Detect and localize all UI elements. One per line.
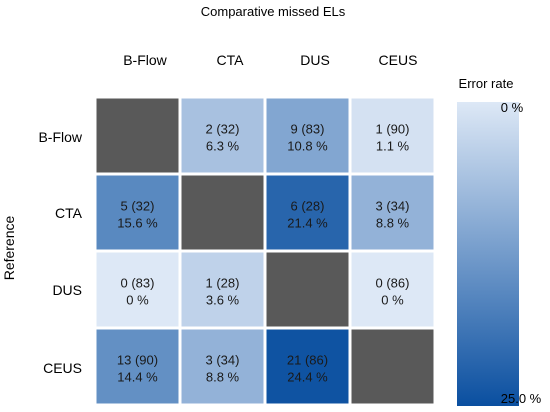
cell-count-label: 1 (90)	[376, 122, 410, 137]
cell-percent-label: 8.8 %	[376, 216, 410, 231]
heatmap-cell-diagonal	[93, 95, 182, 176]
column-label-dus: DUS	[300, 52, 330, 68]
heatmap-cells: 2 (32) 6.3 % 9 (83) 10.8 % 1 (90) 1.1 % 5 (32)…	[93, 95, 437, 407]
cell-percent-label: 14.4 %	[117, 370, 158, 385]
column-label-cta: CTA	[217, 52, 245, 68]
cell-count-label: 3 (34)	[206, 353, 240, 368]
cell-percent-label: 15.6 %	[117, 216, 158, 231]
cell-percent-label: 8.8 %	[206, 370, 240, 385]
cell-count-label: 13 (90)	[117, 353, 158, 368]
cell-percent-label: 0 %	[381, 293, 404, 308]
cell-percent-label: 3.6 %	[206, 293, 240, 308]
cell-count-label: 0 (83)	[121, 276, 155, 291]
cell-percent-label: 6.3 %	[206, 139, 240, 154]
heatmap-cell-diagonal	[263, 249, 352, 330]
cell-count-label: 21 (86)	[287, 353, 328, 368]
cell-percent-label: 0 %	[126, 293, 149, 308]
heatmap-cell	[178, 249, 267, 330]
legend-title: Error rate	[459, 76, 514, 91]
row-label-b-flow: B-Flow	[38, 129, 82, 145]
heatmap-cell	[263, 326, 352, 407]
heatmap-cell-diagonal	[178, 172, 267, 253]
legend-max-label: 25.0 %	[501, 391, 542, 406]
row-label-cta: CTA	[55, 205, 83, 221]
cell-count-label: 6 (28)	[291, 199, 325, 214]
cell-count-label: 1 (28)	[206, 276, 240, 291]
cell-count-label: 9 (83)	[291, 122, 325, 137]
heatmap-cell	[348, 172, 437, 253]
cell-count-label: 5 (32)	[121, 199, 155, 214]
cell-percent-label: 21.4 %	[287, 216, 328, 231]
heatmap-cell	[93, 326, 182, 407]
row-label-dus: DUS	[52, 282, 82, 298]
cell-percent-label: 10.8 %	[287, 139, 328, 154]
cell-count-label: 3 (34)	[376, 199, 410, 214]
legend-color-bar	[457, 102, 519, 406]
cell-percent-label: 24.4 %	[287, 370, 328, 385]
legend-min-label: 0 %	[501, 100, 524, 115]
heatmap-cell	[178, 95, 267, 176]
row-label-ceus: CEUS	[43, 360, 82, 376]
chart-title: Comparative missed ELs	[201, 4, 346, 19]
heatmap-cell-diagonal	[348, 326, 437, 407]
y-axis-label: Reference	[1, 215, 17, 280]
cell-percent-label: 1.1 %	[376, 139, 410, 154]
column-label-b-flow: B-Flow	[123, 52, 167, 68]
cell-count-label: 2 (32)	[206, 122, 240, 137]
cell-count-label: 0 (86)	[376, 276, 410, 291]
column-label-ceus: CEUS	[379, 52, 418, 68]
